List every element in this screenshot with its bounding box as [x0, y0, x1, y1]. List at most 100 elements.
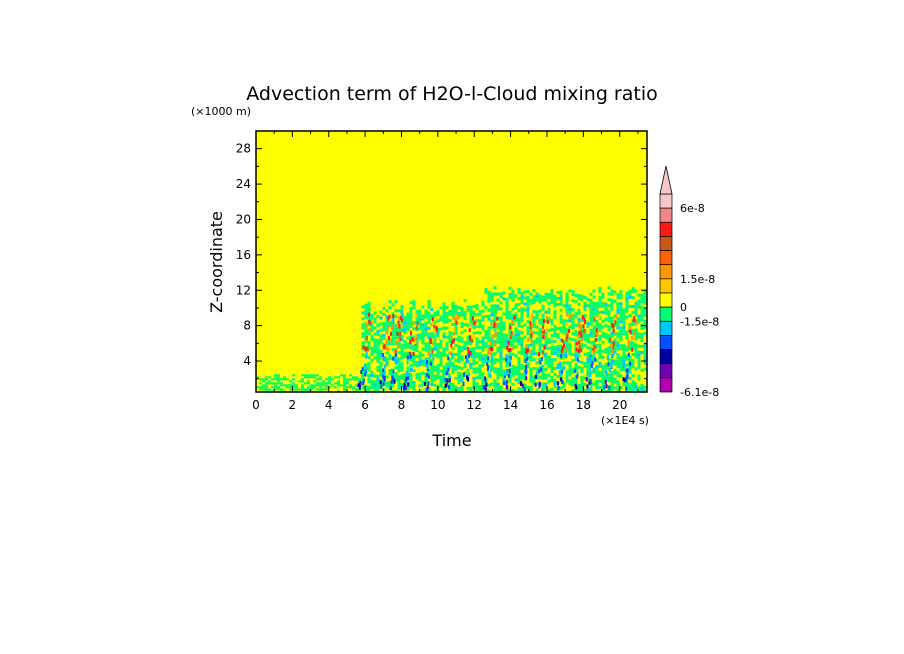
- field-cell: [313, 386, 316, 389]
- field-cell: [508, 331, 512, 335]
- convective-cell-mark: [557, 385, 560, 390]
- field-cell: [637, 302, 641, 306]
- field-cell: [598, 364, 602, 368]
- field-cell: [370, 334, 374, 338]
- convective-cell-mark: [475, 319, 478, 324]
- field-cell: [430, 359, 434, 363]
- field-cell: [544, 319, 548, 323]
- field-cell: [616, 317, 620, 321]
- convective-cell-mark: [563, 343, 566, 348]
- field-cell: [613, 386, 617, 390]
- convective-cell-mark: [563, 365, 566, 370]
- field-cell: [421, 347, 425, 351]
- field-cell: [391, 303, 395, 307]
- field-cell: [595, 314, 599, 318]
- field-cell: [622, 347, 626, 351]
- field-cell: [520, 295, 524, 299]
- field-cell: [634, 388, 638, 392]
- field-cell: [547, 328, 551, 332]
- convective-cell-mark: [530, 316, 533, 321]
- convective-cell-mark: [403, 382, 406, 387]
- field-cell: [532, 325, 536, 329]
- colorbar-segment: [659, 236, 673, 251]
- field-cell: [625, 300, 629, 304]
- field-cell: [385, 375, 389, 379]
- field-cell: [412, 390, 416, 392]
- field-cell: [373, 320, 377, 324]
- field-cell: [421, 383, 425, 387]
- field-cell: [427, 299, 431, 303]
- field-cell: [478, 352, 482, 356]
- field-cell: [394, 366, 398, 370]
- field-cell: [484, 359, 488, 363]
- field-cell: [508, 292, 512, 296]
- field-cell: [607, 379, 611, 383]
- field-cell: [379, 352, 383, 356]
- field-cell: [631, 365, 635, 369]
- field-cell: [598, 361, 602, 365]
- field-cell: [418, 363, 422, 367]
- field-cell: [532, 343, 536, 347]
- field-cell: [538, 375, 542, 379]
- field-cell: [619, 356, 623, 360]
- field-cell: [553, 384, 557, 388]
- convective-cell-mark: [486, 362, 489, 367]
- convective-cell-mark: [509, 347, 512, 352]
- convective-cell-mark: [565, 332, 568, 337]
- field-cell: [385, 381, 389, 385]
- field-cell: [643, 349, 647, 353]
- field-cell: [412, 384, 416, 388]
- field-cell: [574, 366, 578, 370]
- convective-cell-mark: [366, 346, 369, 351]
- field-cell: [610, 334, 614, 338]
- field-cell: [604, 362, 608, 366]
- convective-cell-mark: [446, 365, 449, 370]
- field-cell: [466, 386, 470, 390]
- field-cell: [508, 373, 512, 377]
- field-cell: [313, 374, 316, 377]
- field-cell: [274, 378, 277, 381]
- field-cell: [493, 304, 497, 308]
- field-cell: [622, 359, 626, 363]
- field-cell: [367, 365, 371, 369]
- field-cell: [640, 368, 644, 372]
- field-cell: [316, 374, 319, 377]
- field-cell: [574, 354, 578, 358]
- field-cell: [616, 359, 620, 363]
- field-cell: [280, 388, 283, 391]
- convective-cell-mark: [564, 352, 567, 357]
- field-cell: [478, 358, 482, 362]
- field-cell: [538, 366, 542, 370]
- field-cell: [499, 322, 503, 326]
- field-cell: [379, 349, 383, 353]
- field-cell: [604, 347, 608, 351]
- field-cell: [433, 341, 437, 345]
- field-cell: [634, 304, 638, 308]
- field-cell: [571, 371, 575, 375]
- field-cell: [397, 363, 401, 367]
- field-cell: [499, 307, 503, 311]
- field-cell: [271, 390, 274, 392]
- field-cell: [514, 333, 518, 337]
- field-cell: [514, 354, 518, 358]
- convective-cell-mark: [409, 354, 412, 359]
- field-cell: [439, 342, 443, 346]
- field-cell: [643, 343, 647, 347]
- field-cell: [436, 355, 440, 359]
- field-cell: [415, 337, 419, 341]
- field-cell: [535, 325, 539, 329]
- field-cell: [442, 305, 446, 309]
- field-cell: [571, 314, 575, 318]
- convective-cell-mark: [542, 337, 545, 342]
- field-cell: [622, 344, 626, 348]
- convective-cell-mark: [407, 382, 410, 387]
- field-cell: [484, 305, 488, 309]
- colorbar-label: 0: [680, 301, 687, 314]
- convective-cell-mark: [484, 376, 487, 381]
- field-cell: [418, 318, 422, 322]
- field-cell: [421, 359, 425, 363]
- convective-cell-mark: [580, 330, 583, 335]
- field-cell: [625, 297, 629, 301]
- convective-cell-mark: [580, 333, 583, 338]
- field-cell: [454, 385, 458, 389]
